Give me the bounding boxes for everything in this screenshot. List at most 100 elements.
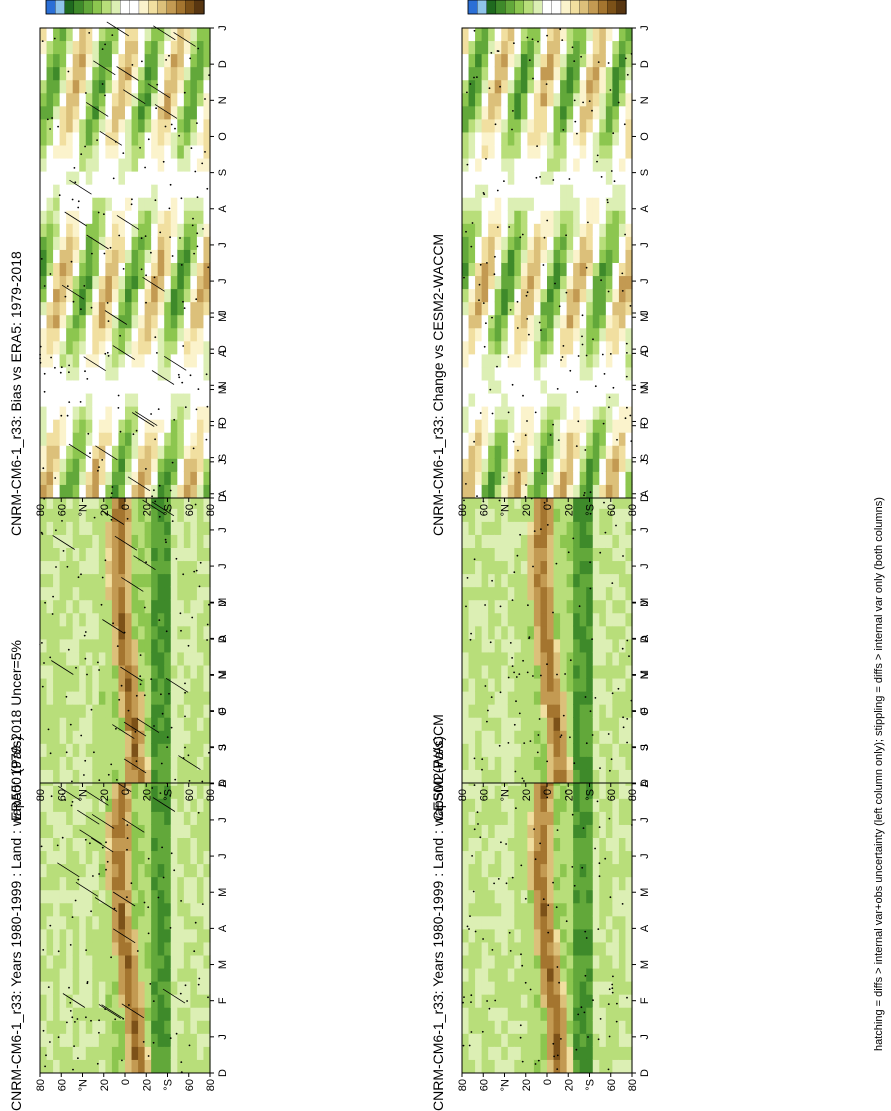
heatmap-cell bbox=[79, 392, 87, 407]
heatmap-cell bbox=[462, 717, 470, 731]
heatmap-cell bbox=[118, 704, 126, 718]
heatmap-cell bbox=[157, 599, 165, 614]
heatmap-cell bbox=[625, 981, 633, 995]
heatmap-cell bbox=[151, 573, 159, 588]
heatmap-cell bbox=[85, 625, 93, 640]
heatmap-cell bbox=[462, 743, 470, 757]
stipple-dot bbox=[42, 1029, 45, 1032]
heatmap-cell bbox=[144, 850, 152, 865]
heatmap-cell bbox=[118, 954, 126, 969]
heatmap-cell bbox=[625, 915, 633, 930]
heatmap-cell bbox=[46, 79, 54, 94]
heatmap-cell bbox=[46, 406, 54, 420]
heatmap-cell bbox=[579, 837, 587, 852]
stipple-dot bbox=[498, 744, 501, 747]
stipple-dot bbox=[577, 1013, 580, 1016]
heatmap-cell bbox=[79, 340, 87, 355]
stipple-dot bbox=[612, 975, 614, 978]
heatmap-cell bbox=[183, 586, 191, 601]
stipple-dot bbox=[528, 637, 530, 640]
heatmap-cell bbox=[85, 743, 93, 757]
heatmap-cell bbox=[79, 599, 87, 614]
heatmap-cell bbox=[196, 967, 205, 982]
stipple-dot bbox=[105, 868, 107, 871]
hatch-line bbox=[121, 577, 144, 592]
x-tick-label: A bbox=[217, 489, 229, 497]
heatmap-cell bbox=[507, 743, 515, 757]
heatmap-cell bbox=[462, 811, 470, 825]
heatmap-cell bbox=[144, 508, 152, 522]
heatmap-cell bbox=[125, 560, 133, 575]
stipple-dot bbox=[491, 948, 494, 951]
stipple-dot bbox=[622, 555, 624, 557]
heatmap-cell bbox=[553, 1059, 561, 1073]
heatmap-cell bbox=[468, 560, 476, 575]
heatmap-cell bbox=[183, 756, 191, 770]
heatmap-cell bbox=[177, 638, 185, 653]
heatmap-cell bbox=[170, 941, 178, 956]
heatmap-cell bbox=[547, 638, 555, 653]
stipple-dot bbox=[86, 673, 88, 676]
heatmap-cell bbox=[547, 599, 555, 614]
heatmap-cell bbox=[533, 547, 542, 562]
heatmap-cell bbox=[573, 994, 581, 1008]
stipple-dot bbox=[160, 762, 163, 765]
heatmap-cell bbox=[190, 785, 198, 799]
heatmap-cell bbox=[494, 811, 502, 825]
heatmap-cell bbox=[85, 850, 93, 865]
heatmap-cell bbox=[507, 677, 515, 692]
heatmap-cell bbox=[579, 967, 587, 982]
heatmap-cell bbox=[85, 863, 93, 878]
hatch-line bbox=[94, 897, 118, 912]
heatmap-cell bbox=[573, 573, 581, 588]
stipple-dot bbox=[532, 565, 534, 568]
heatmap-cell bbox=[144, 1033, 152, 1047]
heatmap-cell bbox=[40, 651, 48, 666]
heatmap-cell bbox=[494, 612, 502, 627]
heatmap-cell bbox=[53, 327, 61, 342]
heatmap-cell bbox=[118, 824, 126, 838]
heatmap-cell bbox=[190, 691, 198, 705]
heatmap-cell bbox=[118, 981, 126, 995]
heatmap-cell bbox=[111, 837, 120, 852]
heatmap-cell bbox=[118, 967, 126, 982]
heatmap-cell bbox=[105, 769, 113, 783]
heatmap-cell bbox=[196, 941, 205, 956]
heatmap-cell bbox=[190, 928, 198, 943]
heatmap-cell bbox=[475, 691, 483, 705]
heatmap-cell bbox=[488, 612, 496, 627]
heatmap-cell bbox=[177, 811, 185, 825]
heatmap-cell bbox=[533, 928, 542, 943]
heatmap-cell bbox=[514, 521, 522, 535]
heatmap-cell bbox=[468, 824, 476, 838]
heatmap-cell bbox=[40, 40, 48, 55]
heatmap-cell bbox=[125, 876, 133, 891]
heatmap-cell bbox=[579, 599, 587, 614]
stipple-dot bbox=[184, 682, 186, 685]
heatmap-cell bbox=[514, 1046, 522, 1060]
stipple-dot bbox=[536, 751, 539, 754]
y-tick-label: 20 bbox=[563, 1079, 575, 1091]
heatmap-cell bbox=[468, 691, 476, 705]
heatmap-cell bbox=[138, 863, 146, 878]
heatmap-cell bbox=[98, 994, 106, 1008]
heatmap-cell bbox=[40, 353, 48, 368]
heatmap-cell bbox=[72, 419, 80, 433]
heatmap-cell bbox=[98, 756, 106, 770]
hatch-line bbox=[151, 501, 175, 517]
stipple-dot bbox=[587, 1036, 589, 1038]
heatmap-cell bbox=[170, 1020, 178, 1034]
heatmap-cell bbox=[151, 677, 159, 692]
hatch-line bbox=[123, 758, 147, 774]
stipple-dot bbox=[151, 787, 154, 789]
stipple-dot bbox=[546, 760, 548, 763]
heatmap-cell bbox=[183, 612, 191, 627]
stipple-dot bbox=[628, 655, 630, 658]
heatmap-cell bbox=[514, 573, 522, 588]
heatmap-cell bbox=[53, 275, 61, 290]
y-tick-label: 20 bbox=[141, 789, 153, 801]
heatmap-cell bbox=[573, 547, 581, 562]
heatmap-cell bbox=[79, 275, 87, 290]
heatmap-cell bbox=[488, 928, 496, 943]
heatmap-cell bbox=[527, 638, 535, 653]
